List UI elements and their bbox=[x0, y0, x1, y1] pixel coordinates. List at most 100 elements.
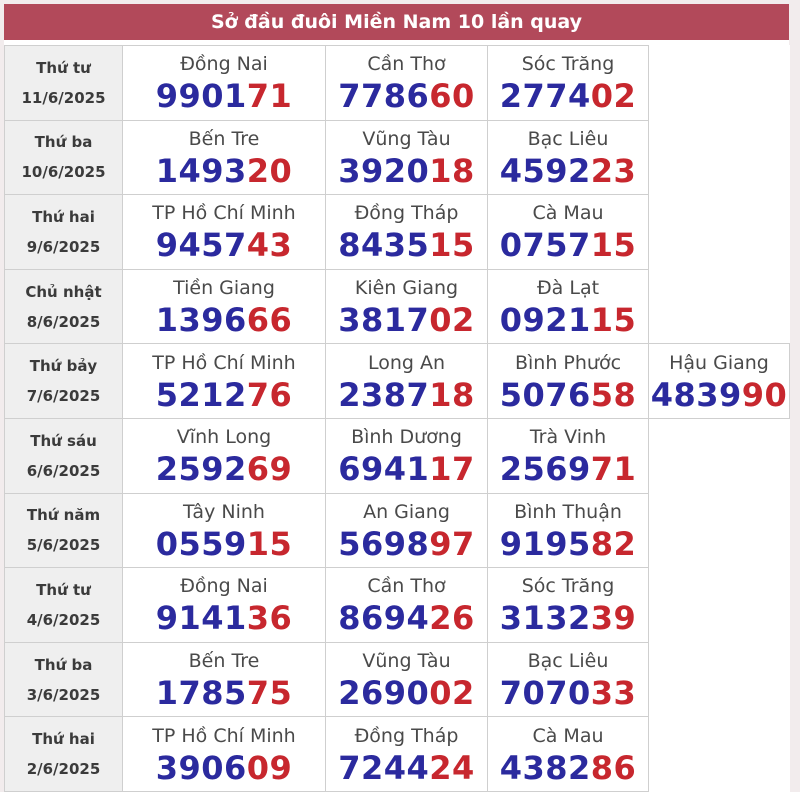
head-digits: 0559 bbox=[155, 524, 247, 563]
result-cell: Đồng Tháp 724424 bbox=[325, 716, 488, 792]
province-name: Bình Thuận bbox=[514, 500, 622, 523]
empty-cell bbox=[648, 194, 790, 270]
province-name: An Giang bbox=[363, 500, 450, 523]
result-number: 919582 bbox=[489, 524, 648, 563]
province-name: TP Hồ Chí Minh bbox=[152, 351, 296, 374]
tail-digits: 66 bbox=[246, 301, 293, 340]
weekday-label: Thứ hai bbox=[32, 730, 95, 749]
province-name: Cần Thơ bbox=[367, 53, 446, 76]
province-name: Hậu Giang bbox=[669, 351, 769, 374]
result-number: 055915 bbox=[124, 524, 325, 563]
result-number: 390609 bbox=[124, 748, 325, 787]
result-number: 778660 bbox=[327, 77, 487, 116]
result-cell: Kiên Giang 381702 bbox=[325, 268, 488, 345]
tail-digits: 76 bbox=[246, 375, 293, 414]
weekday-label: Chủ nhật bbox=[25, 282, 102, 301]
province-name: Bến Tre bbox=[188, 650, 260, 673]
empty-cell bbox=[648, 269, 790, 344]
province-name: TP Hồ Chí Minh bbox=[152, 724, 296, 747]
tail-digits: 60 bbox=[429, 77, 475, 116]
tail-digits: 97 bbox=[429, 524, 475, 563]
tail-digits: 71 bbox=[590, 450, 637, 489]
result-cell: Cần Thơ 778660 bbox=[325, 45, 488, 121]
result-cell: Vũng Tàu 392018 bbox=[325, 119, 488, 196]
result-number: 724424 bbox=[327, 748, 487, 787]
province-name: Long An bbox=[367, 351, 446, 374]
weekday-label: Thứ năm bbox=[26, 506, 101, 525]
result-cell: Bến Tre 178575 bbox=[122, 641, 326, 718]
empty-cell bbox=[648, 418, 790, 494]
result-cell: Vĩnh Long 259269 bbox=[122, 417, 326, 494]
province-name: Bình Dương bbox=[351, 426, 462, 449]
tail-digits: 75 bbox=[246, 674, 293, 713]
result-number: 269002 bbox=[327, 676, 487, 710]
day-cell: Thứ bảy 7/6/2025 bbox=[4, 343, 123, 419]
result-cell: TP Hồ Chí Minh 390609 bbox=[122, 716, 326, 792]
tail-digits: 23 bbox=[590, 151, 637, 190]
empty-cell bbox=[648, 716, 790, 792]
head-digits: 2774 bbox=[499, 77, 591, 116]
head-digits: 2592 bbox=[155, 450, 247, 489]
head-digits: 9901 bbox=[155, 77, 247, 116]
head-digits: 5698 bbox=[338, 524, 430, 563]
result-cell: Đà Lạt 092115 bbox=[487, 268, 649, 345]
result-number: 707033 bbox=[489, 674, 648, 713]
weekday-label: Thứ ba bbox=[34, 655, 93, 674]
head-digits: 3906 bbox=[155, 748, 247, 787]
head-digits: 1785 bbox=[155, 674, 247, 713]
head-digits: 4382 bbox=[499, 748, 591, 787]
province-name: Đồng Tháp bbox=[354, 202, 459, 225]
table-row: Thứ sáu 6/6/2025 Vĩnh Long 259269 Bình Dương… bbox=[4, 417, 790, 494]
result-cell: Cần Thơ 869426 bbox=[325, 567, 488, 643]
weekday-label: Thứ hai bbox=[32, 207, 95, 226]
province-name: Tiền Giang bbox=[173, 277, 275, 300]
table-row: Thứ tư 4/6/2025 Đồng Nai 914136 Cần Thơ 86942… bbox=[4, 567, 790, 643]
weekday-label: Thứ bảy bbox=[29, 357, 98, 376]
province-name: Cà Mau bbox=[532, 202, 604, 225]
tail-digits: 33 bbox=[590, 674, 637, 713]
results-table: Thứ tư 11/6/2025 Đồng Nai 990171 Cần Thơ 7786… bbox=[4, 45, 790, 792]
province-name: Bạc Liêu bbox=[527, 650, 609, 673]
province-name: Cần Thơ bbox=[367, 575, 446, 598]
result-number: 149320 bbox=[124, 154, 325, 188]
tail-digits: 58 bbox=[590, 375, 637, 414]
result-cell: Tây Ninh 055915 bbox=[122, 492, 326, 569]
result-number: 569897 bbox=[327, 524, 487, 563]
tail-digits: 24 bbox=[429, 748, 475, 787]
tail-digits: 36 bbox=[246, 599, 293, 638]
lottery-widget: Sở đầu đuôi Miền Nam 10 lần quay Thứ tư 1… bbox=[4, 4, 790, 792]
result-cell: TP Hồ Chí Minh 945743 bbox=[122, 194, 326, 270]
day-cell: Thứ ba 10/6/2025 bbox=[4, 119, 123, 196]
result-cell: Bình Phước 507658 bbox=[487, 343, 649, 419]
result-number: 092115 bbox=[489, 303, 648, 337]
result-number: 869426 bbox=[327, 601, 487, 635]
date-label: 5/6/2025 bbox=[26, 536, 101, 555]
head-digits: 9195 bbox=[499, 524, 591, 563]
tail-digits: 15 bbox=[590, 226, 637, 265]
result-cell: Vũng Tàu 269002 bbox=[325, 641, 488, 718]
head-digits: 7244 bbox=[338, 748, 430, 787]
day-cell: Thứ hai 2/6/2025 bbox=[4, 716, 123, 792]
head-digits: 1396 bbox=[155, 301, 247, 340]
result-number: 238718 bbox=[327, 375, 487, 414]
tail-digits: 17 bbox=[429, 450, 475, 489]
result-number: 694117 bbox=[327, 450, 487, 489]
province-name: Kiên Giang bbox=[354, 277, 459, 300]
result-cell: Đồng Nai 990171 bbox=[122, 45, 326, 121]
result-cell: Hậu Giang 483990 bbox=[648, 343, 790, 419]
head-digits: 9141 bbox=[155, 599, 247, 638]
result-number: 259269 bbox=[124, 450, 325, 489]
result-number: 075715 bbox=[489, 226, 648, 265]
province-name: Bến Tre bbox=[188, 127, 260, 150]
result-number: 381702 bbox=[327, 303, 487, 337]
date-label: 4/6/2025 bbox=[26, 610, 101, 629]
tail-digits: 18 bbox=[429, 151, 475, 190]
head-digits: 8435 bbox=[338, 226, 430, 265]
result-cell: Sóc Trăng 277402 bbox=[487, 45, 649, 121]
result-number: 914136 bbox=[124, 599, 325, 638]
head-digits: 9457 bbox=[155, 226, 247, 265]
tail-digits: 18 bbox=[429, 375, 475, 414]
day-cell: Thứ hai 9/6/2025 bbox=[4, 194, 123, 270]
result-cell: Bến Tre 149320 bbox=[122, 119, 326, 196]
empty-cell bbox=[648, 120, 790, 195]
